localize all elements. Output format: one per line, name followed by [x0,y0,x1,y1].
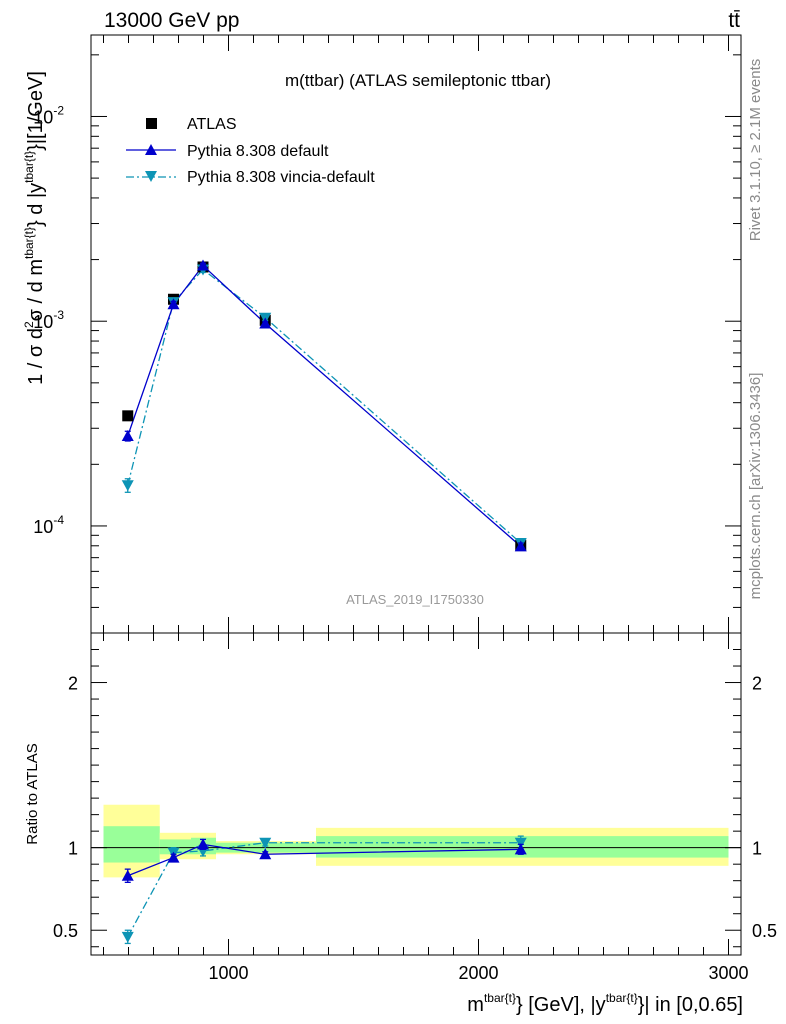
default-point [167,298,180,310]
ratio-bands [103,804,729,878]
x-tick-label: 2000 [458,963,498,983]
main-y-tick-label: 10-4 [33,513,64,537]
ratio-y-axis-label: Ratio to ATLAS [24,743,41,844]
header-process-label: tt̄ [728,9,740,32]
ratio-default-point [197,838,209,850]
default-point [197,259,209,271]
main-marks [121,259,527,552]
ratio-y-tick-label-right: 0.5 [752,921,777,941]
vincia-line [127,268,522,544]
default-point [121,429,134,441]
default-point [259,317,272,329]
ratio-default-point [514,843,527,855]
ratio-y-tick-label: 0.5 [53,921,78,941]
ratio-band-inner [103,826,160,863]
ratio-y-tick-label: 2 [68,674,78,694]
legend-marker-vincia [145,171,157,182]
ratio-vincia-point [259,837,272,849]
ratio-panel: 1000 2000 3000 0.5 0.5 1 1 2 2 Ratio to ATLAS [24,632,777,983]
atlas-point [122,410,134,422]
ratio-vincia-line [127,842,521,938]
ratio-y-tick-label-right: 1 [752,839,762,859]
legend-label-default: Pythia 8.308 default [187,143,329,160]
x-tick-label: 3000 [708,963,748,983]
legend: ATLAS Pythia 8.308 default Pythia 8.308 … [126,116,375,186]
plot-title: m(ttbar) (ATLAS semileptonic ttbar) [285,71,551,90]
ratio-default-point [121,869,134,881]
legend-label-atlas: ATLAS [187,116,237,133]
default-point [514,540,527,552]
ratio-marks [91,835,741,945]
x-axis-label: mtbar{t}} [GeV], |ytbar{t}}| in [0,0.65] [467,991,743,1016]
ratio-y-tick-label-right: 2 [752,674,762,694]
ratio-y-tick-label: 1 [68,839,78,859]
mcplots-label: mcplots.cern.ch [arXiv:1306.3436] [747,373,764,600]
ratio-ticks: 1000 2000 3000 0.5 0.5 1 1 2 2 [53,633,777,983]
ratio-vincia-point [514,837,527,849]
main-panel: 10-4 10-3 10-2 m(ttbar) (ATLAS semileptoni… [22,34,742,634]
legend-marker-atlas [146,118,157,129]
x-tick-label: 1000 [208,963,248,983]
legend-marker-default [145,144,157,155]
main-y-axis-label: 1 / σ d2σ / d mtbar{t}} d |ytbar{t}}|[1/… [22,71,47,385]
header-energy-label: 13000 GeV pp [104,9,239,32]
ratio-vincia-point [121,931,134,943]
main-y-tick-label: 10-3 [33,308,64,332]
default-line [127,264,522,547]
rivet-version-label: Rivet 3.1.10, ≥ 2.1M events [747,59,764,242]
main-y-tick-label: 10-2 [33,103,64,127]
ratio-default-point [259,848,272,860]
ratio-default-point [167,851,180,863]
vincia-point [121,480,134,492]
legend-label-vincia: Pythia 8.308 vincia-default [187,169,375,186]
ratio-band-inner [159,839,191,855]
main-ticks: 10-4 10-3 10-2 [33,35,741,634]
ratio-plot-frame [90,632,742,956]
analysis-watermark: ATLAS_2019_I1750330 [346,592,484,607]
